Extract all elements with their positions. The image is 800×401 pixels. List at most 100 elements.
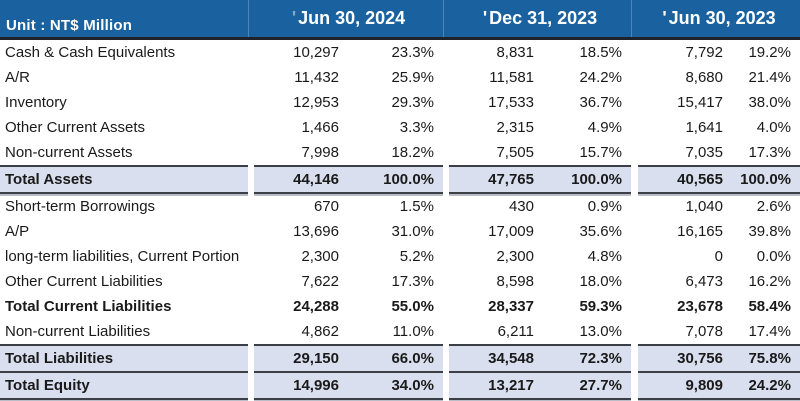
percent-cell: 29.3% (391, 94, 434, 111)
table-row: Other Current Assets 1,466 3.3% 2,315 4.9% 1,… (0, 115, 800, 140)
column-gap (631, 219, 638, 244)
column-gap (631, 319, 638, 344)
percent-cell: 100.0% (344, 165, 443, 194)
column-gap (248, 294, 254, 319)
percent-cell: 13.0% (579, 323, 622, 340)
column-gap (443, 219, 449, 244)
percent-cell: 100.0% (728, 165, 800, 194)
table-row: Total Assets 44,146 100.0% 47,765 100.0% 40,5… (0, 165, 800, 194)
row-label: Total Equity (0, 373, 248, 400)
amount-cell: 7,078 (685, 323, 723, 340)
percent-cell: 4.9% (587, 119, 622, 136)
amount-cell: 7,505 (496, 144, 534, 161)
column-gap (248, 344, 254, 373)
column-gap (248, 244, 254, 269)
table-row: Non-current Assets 7,998 18.2% 7,505 15.7% 7,… (0, 140, 800, 165)
header-column-gap (443, 0, 449, 37)
row-label: A/R (5, 69, 31, 86)
column-gap (248, 165, 254, 194)
amount-cell: 14,996 (254, 373, 344, 400)
percent-cell: 24.2% (728, 373, 800, 400)
percent-cell: 24.2% (579, 69, 622, 86)
amount-cell: 13,217 (449, 373, 539, 400)
percent-cell: 35.6% (579, 223, 622, 240)
header-column-gap (631, 0, 638, 37)
amount-cell: 28,337 (488, 298, 534, 315)
amount-cell: 34,548 (449, 344, 539, 373)
amount-cell: 2,300 (496, 248, 534, 265)
amount-cell: 10,297 (293, 44, 339, 61)
percent-cell: 75.8% (728, 344, 800, 373)
amount-cell: 11,432 (294, 69, 339, 86)
amount-cell: 44,146 (254, 165, 344, 194)
column-gap (248, 219, 254, 244)
amount-cell: 9,809 (638, 373, 728, 400)
column-gap (443, 40, 449, 65)
row-label: A/P (5, 223, 30, 240)
amount-cell: 12,953 (293, 94, 339, 111)
column-gap (631, 194, 638, 219)
amount-cell: 1,040 (685, 198, 723, 215)
amount-cell: 6,473 (685, 273, 723, 290)
amount-cell: 15,417 (677, 94, 723, 111)
percent-cell: 11.0% (392, 323, 434, 340)
amount-cell: 1,641 (685, 119, 723, 136)
column-gap (443, 140, 449, 165)
row-label: Non-current Liabilities (5, 323, 151, 340)
amount-cell: 2,300 (301, 248, 339, 265)
amount-cell: 11,581 (489, 69, 534, 86)
percent-cell: 59.3% (579, 298, 622, 315)
percent-cell: 66.0% (344, 344, 443, 373)
amount-cell: 6,211 (497, 323, 534, 340)
amount-cell: 17,009 (488, 223, 534, 240)
column-gap (248, 90, 254, 115)
percent-cell: 4.0% (756, 119, 791, 136)
column-gap (443, 344, 449, 373)
percent-cell: 1.5% (399, 198, 434, 215)
percent-cell: 0.0% (756, 248, 791, 265)
amount-cell: 7,035 (685, 144, 723, 161)
column-gap (631, 269, 638, 294)
row-label: Short-term Borrowings (5, 198, 156, 215)
column-gap (631, 373, 638, 400)
table-row: A/P 13,696 31.0% 17,009 35.6% 16,165 39.8% (0, 219, 800, 244)
table-row: long-term liabilities, Current Portion 2,… (0, 244, 800, 269)
column-gap (443, 194, 449, 219)
column-gap (248, 40, 254, 65)
percent-cell: 31.0% (391, 223, 434, 240)
amount-cell: 7,998 (301, 144, 339, 161)
table-row: Inventory 12,953 29.3% 17,533 36.7% 15,417 38.… (0, 90, 800, 115)
column-gap (631, 344, 638, 373)
amount-cell: 8,598 (496, 273, 534, 290)
column-gap (443, 294, 449, 319)
column-gap (443, 244, 449, 269)
row-label: Total Liabilities (0, 344, 248, 373)
amount-cell: 2,315 (496, 119, 534, 136)
unit-label: Unit : NT$ Million (6, 17, 133, 34)
amount-cell: 670 (313, 198, 339, 215)
amount-cell: 0 (714, 248, 723, 265)
row-label: Other Current Liabilities (5, 273, 163, 290)
row-label: Inventory (5, 94, 67, 111)
row-label: Total Assets (0, 165, 248, 194)
amount-cell: 8,831 (496, 44, 534, 61)
percent-cell: 58.4% (748, 298, 791, 315)
row-label: Total Current Liabilities (5, 298, 172, 315)
amount-cell: 430 (508, 198, 534, 215)
percent-cell: 38.0% (748, 94, 791, 111)
percent-cell: 2.6% (756, 198, 791, 215)
column-header-label: Dec 31, 2023 (489, 8, 598, 28)
apostrophe-prefix: ' (291, 8, 297, 28)
column-header-jun-2023: ' Jun 30, 2023 (638, 0, 800, 37)
amount-cell: 7,792 (685, 44, 723, 61)
amount-cell: 40,565 (638, 165, 728, 194)
amount-cell: 1,466 (301, 119, 339, 136)
percent-cell: 72.3% (539, 344, 631, 373)
percent-cell: 18.5% (579, 44, 622, 61)
column-gap (631, 165, 638, 194)
column-header-dec-2023: ' Dec 31, 2023 (449, 0, 631, 37)
row-label: long-term liabilities, Current Portion (5, 248, 240, 265)
amount-cell: 17,533 (488, 94, 534, 111)
column-header-label: Jun 30, 2024 (298, 8, 406, 28)
